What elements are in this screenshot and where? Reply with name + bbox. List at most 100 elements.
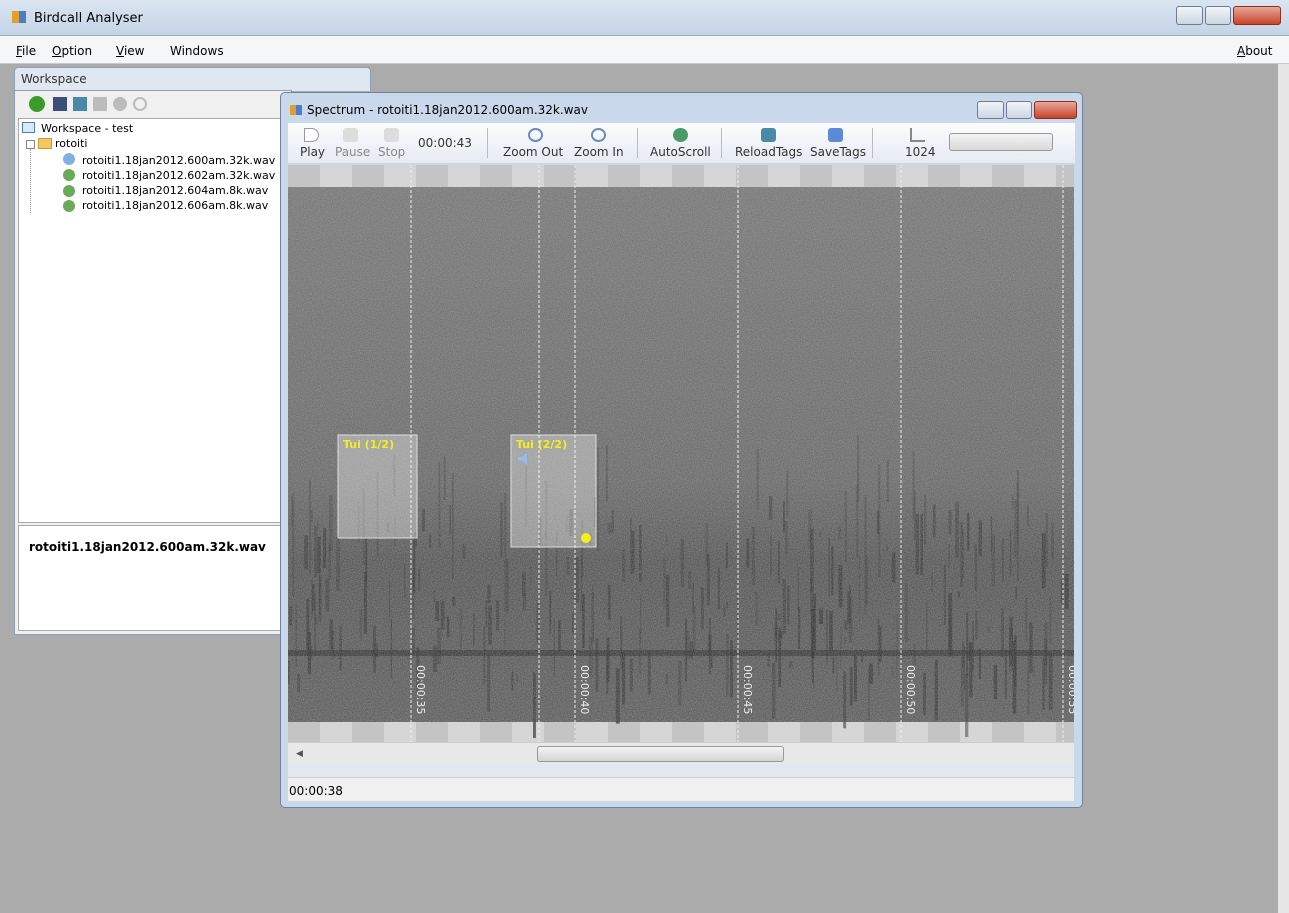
scroll-left-arrow[interactable]: ◀ <box>296 749 303 759</box>
band-cell <box>448 165 480 187</box>
band-cell <box>832 722 864 742</box>
save-tags-button[interactable]: SaveTags <box>810 145 866 159</box>
pause-icon[interactable] <box>343 128 358 142</box>
stop-icon[interactable] <box>384 128 399 142</box>
band-cell <box>576 165 608 187</box>
band-cell <box>1024 722 1056 742</box>
screen: Birdcall Analyser File Option View Windo… <box>0 0 1289 913</box>
zoom-in-icon[interactable] <box>591 128 606 142</box>
file-icon <box>63 153 75 165</box>
maximize-button[interactable] <box>1205 6 1231 25</box>
add-icon[interactable] <box>29 96 45 112</box>
window-edge <box>1278 64 1289 913</box>
maximize-button[interactable] <box>1006 101 1032 119</box>
resize-handle[interactable] <box>581 533 591 543</box>
expander[interactable] <box>26 140 35 149</box>
band-cell <box>704 722 736 742</box>
band-cell <box>288 722 320 742</box>
tree-file[interactable]: rotoiti1.18jan2012.604am.8k.wav <box>82 184 268 197</box>
time-marker: 00:00:45 <box>741 665 754 714</box>
pause-button[interactable]: Pause <box>335 145 370 159</box>
status-bar: 00:00:38 <box>288 777 1074 801</box>
tree-file[interactable]: rotoiti1.18jan2012.606am.8k.wav <box>82 199 268 212</box>
band-cell <box>608 165 640 187</box>
band-cell <box>832 165 864 187</box>
remove-icon[interactable] <box>113 97 127 111</box>
separator <box>872 128 873 158</box>
status-time: 00:00:38 <box>289 784 343 798</box>
menu-item[interactable]: View <box>116 44 144 58</box>
file-icon <box>63 185 75 197</box>
zoom-out-icon[interactable] <box>528 128 543 142</box>
menu-item[interactable]: Windows <box>170 44 224 58</box>
menu-item[interactable]: Option <box>52 44 92 58</box>
save-icon[interactable] <box>53 97 67 111</box>
reload-icon[interactable] <box>761 128 776 142</box>
menu-item[interactable]: About <box>1237 44 1273 58</box>
file-icon <box>63 169 75 181</box>
band-cell <box>480 722 512 742</box>
band-cell <box>1056 722 1074 742</box>
band-cell <box>320 722 352 742</box>
minimize-button[interactable] <box>1176 6 1203 25</box>
tree-file[interactable]: rotoiti1.18jan2012.600am.32k.wav <box>82 154 275 167</box>
minimize-button[interactable] <box>977 101 1004 119</box>
horizontal-scrollbar: ◀ <box>288 742 1074 764</box>
band-cell <box>704 165 736 187</box>
menu-bar: File Option View Windows About <box>0 36 1289 64</box>
spectrogram: 00:00:35 00:00:40 00:00:45 00:00:50 00:0… <box>288 165 1074 742</box>
band-cell <box>736 165 768 187</box>
tag-label: Tui (2/2) <box>516 438 567 451</box>
close-button[interactable] <box>1233 6 1281 25</box>
tag-strip <box>288 764 1074 777</box>
band-cell <box>288 165 320 187</box>
play-button[interactable]: Play <box>300 145 325 159</box>
tree-line <box>30 149 31 213</box>
band-cell <box>768 165 800 187</box>
band-cell <box>928 165 960 187</box>
page: {"window": {"title": "Birdcall Analyser"… <box>0 0 1289 913</box>
band-cell <box>352 165 384 187</box>
band-cell <box>992 165 1024 187</box>
time-marker: 00:00:50 <box>904 665 917 714</box>
tree-root[interactable]: Workspace - test <box>41 122 133 135</box>
band-cell <box>480 165 512 187</box>
band-cell <box>448 722 480 742</box>
separator <box>721 128 722 158</box>
workspace-tab[interactable]: Workspace <box>14 67 371 91</box>
band-cell <box>992 722 1024 742</box>
selected-file: rotoiti1.18jan2012.600am.32k.wav <box>18 525 286 631</box>
menu-item[interactable]: File <box>16 44 36 58</box>
reload-tags-button[interactable]: ReloadTags <box>735 145 802 159</box>
time-marker: 00:00:55 <box>1066 665 1074 714</box>
stop-button[interactable]: Stop <box>378 145 405 159</box>
edit-icon[interactable] <box>93 97 107 111</box>
close-button[interactable] <box>1034 101 1077 119</box>
band-cell <box>544 165 576 187</box>
child-title: Spectrum - rotoiti1.18jan2012.600am.32k.… <box>307 103 588 117</box>
title-bar: Birdcall Analyser <box>0 0 1289 36</box>
band-cell <box>352 722 384 742</box>
play-icon[interactable] <box>304 128 319 142</box>
autoscroll-button[interactable]: AutoScroll <box>650 145 711 159</box>
refresh-icon[interactable] <box>133 97 147 111</box>
band-cell <box>640 165 672 187</box>
separator <box>637 128 638 158</box>
band-cell <box>320 165 352 187</box>
zoom-out-button[interactable]: Zoom Out <box>503 145 563 159</box>
fft-size[interactable]: 1024 <box>905 145 936 159</box>
band-cell <box>800 165 832 187</box>
saveas-icon[interactable] <box>73 97 87 111</box>
band-cell <box>768 722 800 742</box>
folder-icon <box>38 138 52 149</box>
tree-folder[interactable]: rotoiti <box>55 137 87 150</box>
zoom-in-button[interactable]: Zoom In <box>574 145 624 159</box>
tree-file[interactable]: rotoiti1.18jan2012.602am.32k.wav <box>82 169 275 182</box>
workspace-tree: Workspace - test rotoiti rotoiti1.18jan2… <box>18 118 286 523</box>
band-cell <box>672 165 704 187</box>
autoscroll-icon[interactable] <box>673 128 688 142</box>
scroll-thumb[interactable] <box>537 746 784 762</box>
fft-icon[interactable] <box>910 128 925 142</box>
tag-box[interactable] <box>511 435 596 547</box>
save-icon[interactable] <box>828 128 843 142</box>
